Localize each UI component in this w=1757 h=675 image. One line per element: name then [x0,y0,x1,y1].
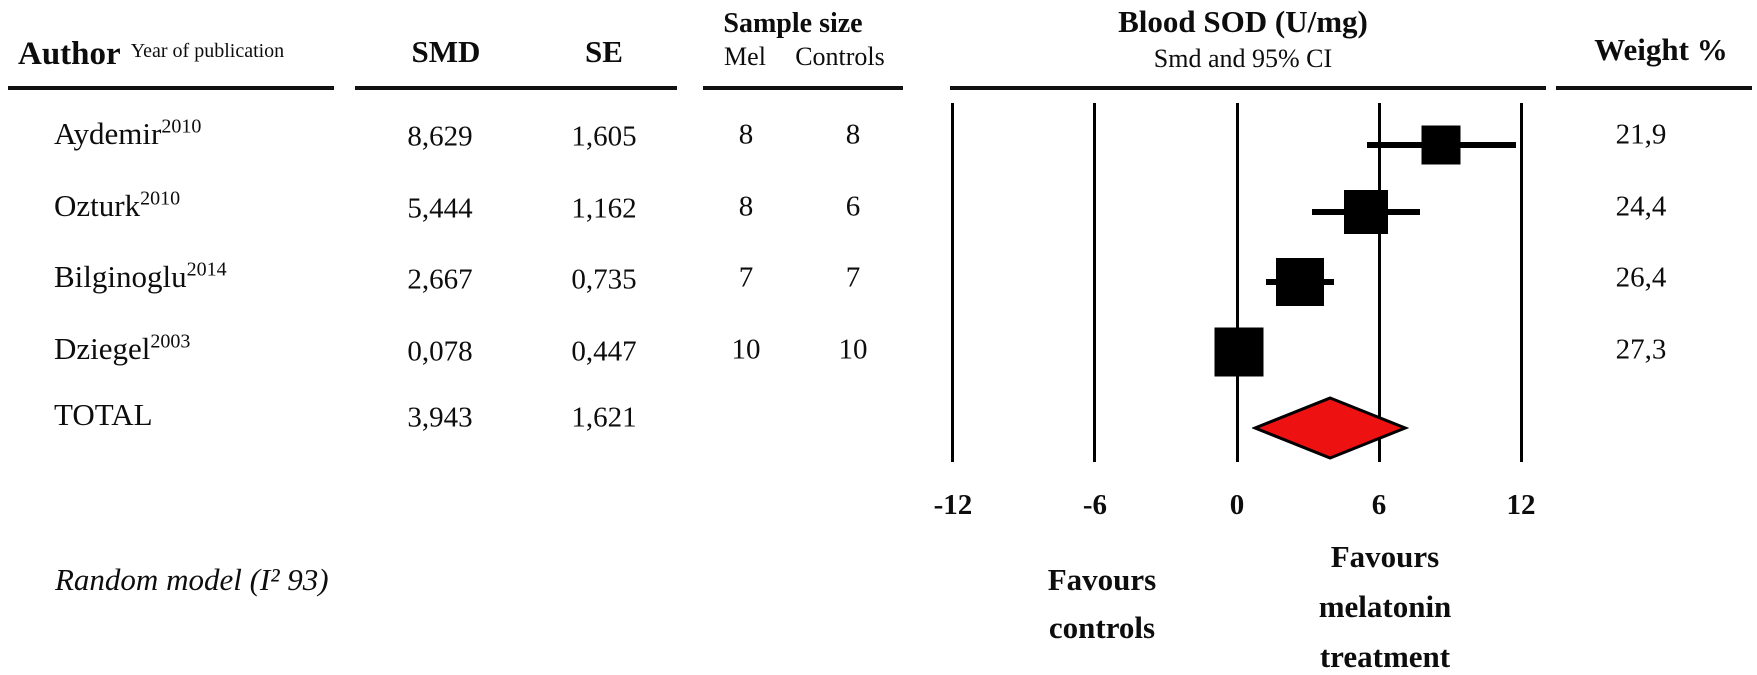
mel-n-cell: 10 [731,333,761,366]
favours-controls-label: Favours controls [1047,562,1157,645]
mel-n-cell: 8 [738,190,754,223]
weight-value-cell: 24,4 [1615,190,1667,223]
sample-size-header: Sample size [723,8,863,39]
weight-value-cell: 21,9 [1615,118,1667,151]
se-value-cell: 0,735 [571,263,637,296]
se-value-cell: 0,447 [571,335,637,368]
weight-value-cell: 27,3 [1615,333,1667,366]
se-value-cell: 1,605 [571,120,637,153]
author-column-header: Author Year of publication [18,38,284,71]
smd-value-cell: 2,667 [407,263,473,296]
controls-n-cell: 8 [845,118,861,151]
total-se-cell: 1,621 [571,401,637,434]
weight-value-cell: 26,4 [1615,261,1667,294]
sample-size-header-underline [703,86,903,90]
smd-value-cell: 0,078 [407,335,473,368]
axis-tick-label: 0 [1229,489,1245,521]
plot-subtitle: Smd and 95% CI [1153,44,1333,73]
gridline [1235,103,1239,462]
plot-header-underline [950,86,1546,90]
study-square [1343,190,1388,234]
smd-value-cell: 8,629 [407,120,473,153]
gridline [1377,103,1381,462]
smd-se-header-underline [355,86,677,90]
smd-value-cell: 5,444 [407,192,473,225]
weight-column-header: Weight % [1594,32,1728,67]
study-square [1421,125,1461,165]
weight-header-underline [1556,86,1752,90]
author-header-label: Author [18,36,121,72]
gridline [951,103,955,462]
publication-year-superscript: 2010 [161,115,202,138]
author-cell: Bilginoglu2014 [54,258,227,294]
se-column-header: SE [585,34,623,69]
mel-column-header: Mel [724,42,766,71]
plot-title: Blood SOD (U/mg) [1118,4,1368,39]
summary-diamond [1252,396,1409,460]
total-row-label: TOTAL [54,397,153,432]
author-cell: Ozturk2010 [54,187,181,223]
publication-year-superscript: 2003 [150,330,191,353]
publication-year-superscript: 2014 [186,258,227,281]
study-square [1276,258,1325,306]
mel-n-cell: 8 [738,118,754,151]
controls-n-cell: 10 [838,333,868,366]
axis-tick-label: 6 [1371,489,1387,521]
author-header-underline [8,86,334,90]
axis-tick-label: -12 [933,489,973,521]
mel-n-cell: 7 [738,261,754,294]
author-cell: Dziegel2003 [54,330,191,366]
gridline [1519,103,1523,462]
study-square [1214,327,1264,377]
model-footnote: Random model (I² 93) [55,562,329,597]
year-of-publication-label: Year of publication [130,40,285,62]
axis-tick-label: -6 [1082,489,1108,521]
total-smd-cell: 3,943 [407,401,473,434]
smd-column-header: SMD [411,34,481,69]
gridline [1093,103,1097,462]
favours-melatonin-label: Favours melatonin treatment [1318,539,1452,674]
controls-n-cell: 6 [845,190,861,223]
controls-n-cell: 7 [845,261,861,294]
axis-tick-label: 12 [1506,489,1536,521]
author-cell: Aydemir2010 [54,115,202,151]
publication-year-superscript: 2010 [140,187,181,210]
controls-column-header: Controls [795,42,885,71]
se-value-cell: 1,162 [571,192,637,225]
